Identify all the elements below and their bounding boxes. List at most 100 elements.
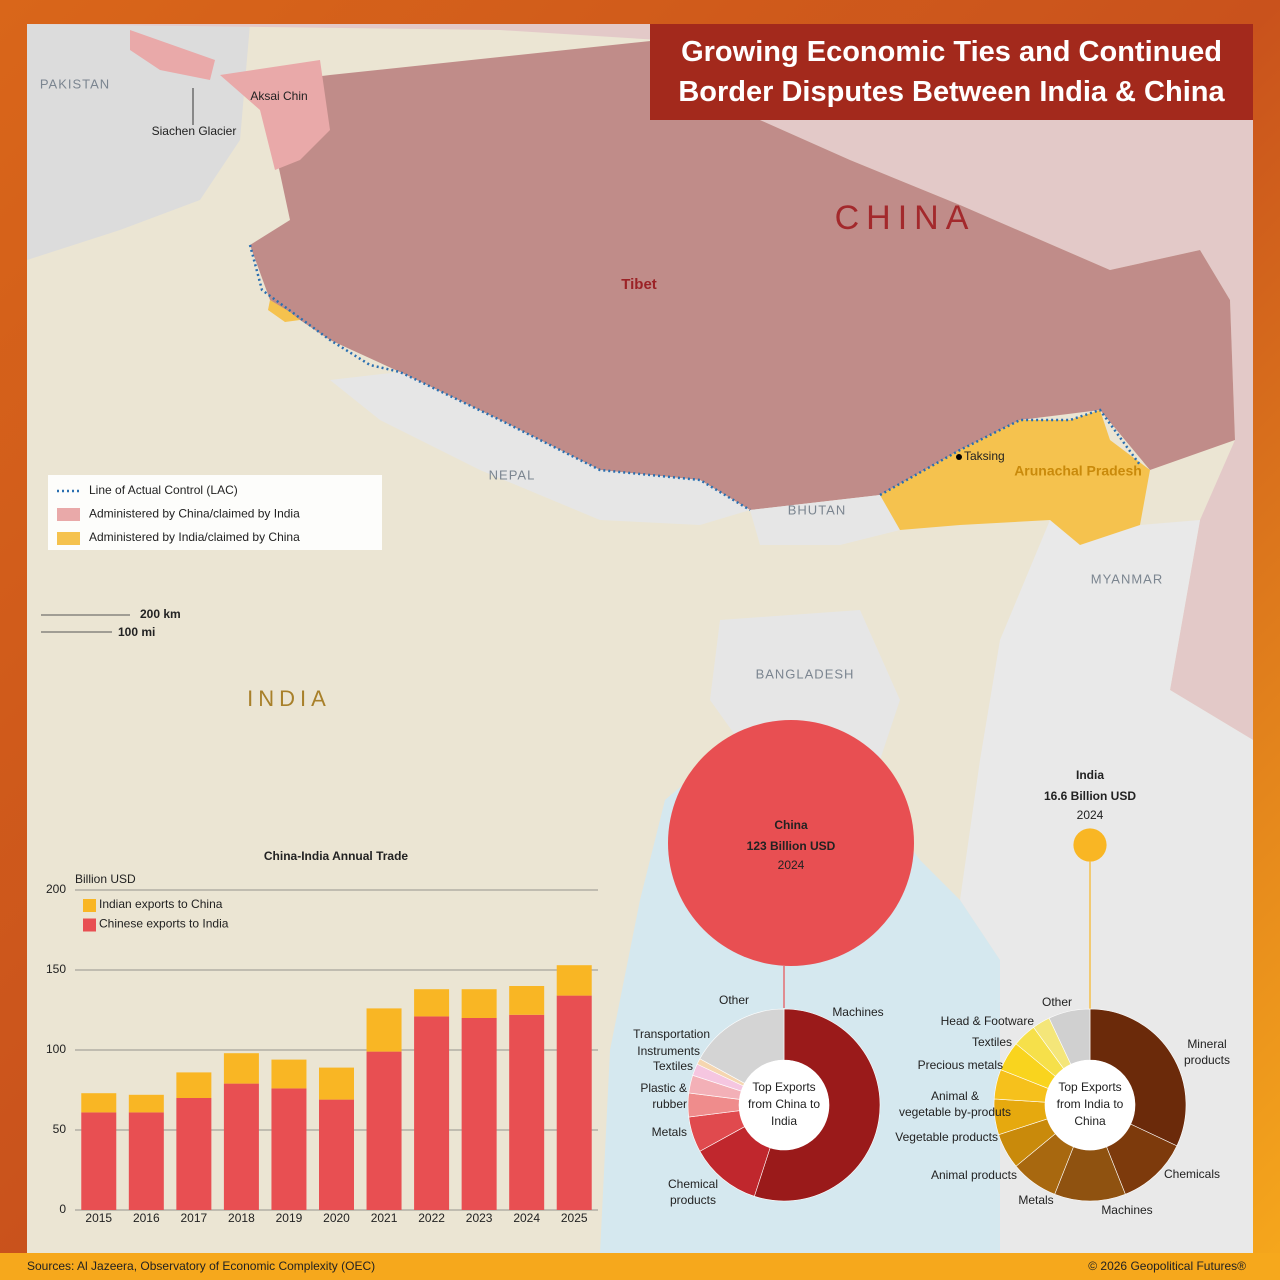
legend-swatch [57, 508, 80, 521]
slice-label: Chemicals [1164, 1167, 1220, 1181]
slice-label: Instruments [637, 1044, 700, 1058]
map-label: Taksing [964, 449, 1005, 463]
bar-segment [366, 1051, 402, 1210]
bubble-date: 2024 [778, 858, 805, 872]
slice-label: Textiles [972, 1035, 1012, 1049]
slice-label: Machines [1101, 1203, 1152, 1217]
bar-segment [414, 989, 450, 1017]
bar-segment [414, 1016, 450, 1210]
tibet-area [250, 40, 1235, 510]
bar-segment [81, 1093, 117, 1113]
slice-label: Mineral products [1184, 1037, 1230, 1067]
map-label: Arunachal Pradesh [1014, 463, 1142, 479]
map-label: CHINA [835, 199, 976, 237]
lac-line [879, 408, 1142, 497]
bubble-date: 2024 [1077, 808, 1104, 822]
slice-label: Other [719, 993, 749, 1007]
slice-label: Chemical products [668, 1177, 718, 1207]
donut-hole [1045, 1060, 1135, 1150]
donut-title: Top Exports from India to China [1057, 1080, 1124, 1128]
bar-segment [509, 1014, 545, 1210]
map-legend [48, 475, 382, 550]
pakistan-area [27, 24, 250, 260]
x-tick-label: 2017 [181, 1211, 208, 1225]
bubble-name: China [774, 818, 808, 832]
slice-label: Machines [832, 1005, 883, 1019]
bar-segment [223, 1053, 259, 1084]
arunachal-area [880, 410, 1150, 545]
disputed-china [130, 30, 215, 80]
bar-segment [176, 1098, 212, 1210]
footer [0, 1253, 1280, 1280]
chart-title: China-India Annual Trade [264, 849, 409, 863]
y-tick-label: 50 [53, 1122, 67, 1136]
bubble [1073, 828, 1107, 862]
bar-segment [319, 1099, 354, 1210]
bar-segment [128, 1112, 164, 1210]
bar-segment [128, 1094, 164, 1113]
scale-label: 200 km [140, 607, 181, 621]
bar-segment [223, 1083, 259, 1210]
x-tick-label: 2022 [418, 1211, 445, 1225]
legend-label: Administered by China/claimed by India [89, 507, 300, 521]
bar-segment [556, 965, 592, 996]
slice-label: Metals [652, 1125, 687, 1139]
bubble-value: 16.6 Billion USD [1044, 789, 1136, 803]
map-label: BANGLADESH [756, 666, 855, 681]
legend-swatch [57, 532, 80, 545]
bar-segment [461, 1018, 497, 1210]
map-label: BHUTAN [788, 502, 846, 517]
slice-label: Plastic & rubber [640, 1081, 687, 1111]
legend-label: Administered by India/claimed by China [89, 530, 300, 544]
bubble [668, 720, 914, 966]
scale-label: 100 mi [118, 625, 155, 639]
x-tick-label: 2025 [561, 1211, 588, 1225]
map-label: Siachen Glacier [152, 124, 237, 138]
x-tick-label: 2023 [466, 1211, 493, 1225]
x-tick-label: 2015 [85, 1211, 112, 1225]
map-label: PAKISTAN [40, 76, 110, 91]
disputed-india [268, 300, 300, 322]
y-tick-label: 150 [46, 962, 66, 976]
x-tick-label: 2019 [276, 1211, 303, 1225]
bar-segment [509, 986, 545, 1015]
y-tick-label: 100 [46, 1042, 66, 1056]
map-label: Aksai Chin [250, 89, 307, 103]
legend-label: Indian exports to China [99, 897, 223, 911]
x-tick-label: 2018 [228, 1211, 255, 1225]
aksai-chin-area [220, 60, 330, 170]
x-tick-label: 2024 [513, 1211, 540, 1225]
x-tick-label: 2016 [133, 1211, 160, 1225]
slice-label: Textiles [653, 1059, 693, 1073]
city-dot [956, 454, 962, 460]
map-label: INDIA [247, 686, 331, 711]
bubble-value: 123 Billion USD [747, 839, 836, 853]
x-tick-label: 2021 [371, 1211, 398, 1225]
slice-label: Head & Footware [941, 1014, 1035, 1028]
legend-label: Line of Actual Control (LAC) [89, 483, 238, 497]
y-tick-label: 200 [46, 882, 66, 896]
bar-segment [319, 1067, 354, 1100]
slice-label: Vegetable products [895, 1130, 998, 1144]
bar-segment [176, 1072, 212, 1098]
map-label: NEPAL [489, 467, 536, 482]
bar-segment [81, 1112, 117, 1210]
slice-label: Other [1042, 995, 1072, 1009]
sources: Sources: Al Jazeera, Observatory of Econ… [27, 1259, 375, 1273]
bar-segment [271, 1059, 307, 1089]
bubble-name: India [1076, 768, 1104, 782]
slice-label: Animal products [931, 1168, 1017, 1182]
donut-title: Top Exports from China to India [748, 1080, 820, 1128]
legend-swatch [83, 918, 96, 932]
copyright: © 2026 Geopolitical Futures® [1088, 1259, 1246, 1273]
bar-segment [461, 989, 497, 1018]
bar-segment [366, 1008, 402, 1052]
bhutan-area [750, 495, 900, 545]
map-label: Tibet [621, 276, 657, 293]
title: Growing Economic Ties and Continued Bord… [650, 24, 1253, 120]
legend-swatch [83, 899, 96, 912]
slice-label: Precious metals [918, 1058, 1003, 1072]
y-tick-label: 0 [59, 1202, 66, 1216]
